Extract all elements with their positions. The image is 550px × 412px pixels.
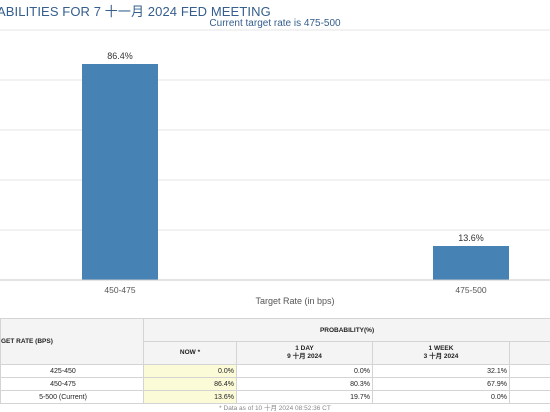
chart-title: ABILITIES FOR 7 十一月 2024 FED MEETING: [0, 4, 271, 19]
bar-450-475: [82, 64, 158, 280]
now-value: 13.6%: [143, 390, 237, 404]
one-week-label: 1 WEEK: [428, 345, 454, 352]
x-axis-title: Target Rate (in bps): [255, 296, 334, 306]
one-day-value: 80.3%: [236, 377, 373, 391]
table-row: 5-500 (Current) 13.6% 19.7% 0.0%: [0, 390, 550, 404]
row-label: 425-450: [0, 364, 144, 378]
one-week-value: 32.1%: [372, 364, 510, 378]
x-tick-label: 450-475: [104, 285, 135, 295]
x-tick-label: 475-500: [455, 285, 486, 295]
extra-cell: [508, 377, 550, 391]
extra-cell: [508, 390, 550, 404]
now-column-header: NOW *: [143, 341, 237, 365]
extra-column-header: [508, 341, 550, 365]
extra-cell: [508, 364, 550, 378]
bar-chart: 86.4% 13.6% 450-475 475-500 Target Rate (i…: [0, 29, 550, 306]
one-day-column-header: 1 DAY 9 十月 2024: [236, 341, 373, 365]
one-week-column-header: 1 WEEK 3 十月 2024: [372, 341, 510, 365]
one-day-label: 1 DAY: [295, 345, 314, 352]
row-label: 5-500 (Current): [0, 390, 144, 404]
one-week-value: 67.9%: [372, 377, 510, 391]
one-week-date: 3 十月 2024: [423, 353, 459, 360]
target-rate-header: GET RATE (BPS): [0, 318, 144, 365]
table-row: 450-475 86.4% 80.3% 67.9%: [0, 377, 550, 391]
one-day-value: 0.0%: [236, 364, 373, 378]
one-day-value: 19.7%: [236, 390, 373, 404]
bar-475-500: [433, 246, 509, 280]
one-day-date: 9 十月 2024: [287, 353, 322, 360]
probability-table: GET RATE (BPS) PROBABILITY(%) NOW * 1 DA…: [0, 318, 550, 404]
bar-value-label: 86.4%: [107, 51, 133, 61]
probability-header: PROBABILITY(%): [142, 318, 550, 342]
bar-value-label: 13.6%: [458, 233, 484, 243]
bar-value-labels: 86.4% 13.6%: [107, 51, 484, 243]
chart-subtitle: Current target rate is 475-500: [209, 18, 341, 29]
now-value: 86.4%: [143, 377, 237, 391]
table-row: 425-450 0.0% 0.0% 32.1%: [0, 364, 550, 378]
data-timestamp-footnote: * Data as of 10 十月 2024 08:52:36 CT: [219, 405, 331, 412]
row-label: 450-475: [0, 377, 144, 391]
now-value: 0.0%: [143, 364, 237, 378]
bars: [82, 64, 509, 280]
x-tick-labels: 450-475 475-500: [104, 285, 486, 295]
one-week-value: 0.0%: [372, 390, 510, 404]
